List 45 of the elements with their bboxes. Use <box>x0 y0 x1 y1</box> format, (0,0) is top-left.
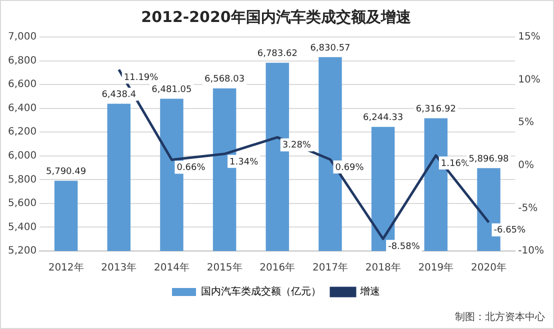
legend-label: 增速 <box>359 286 380 298</box>
data-label: 6,244.33 <box>363 113 404 124</box>
data-label: 6,830.57 <box>310 43 350 54</box>
data-label: -8.58% <box>388 242 420 252</box>
y2-tick-label: 15% <box>518 32 540 43</box>
y-tick-label: 7,000 <box>8 32 37 43</box>
y2-tick-label: -5% <box>518 202 538 214</box>
y-tick-label: 5,200 <box>8 246 37 257</box>
y-tick-label: 6,400 <box>8 102 37 114</box>
x-tick-label: 2016年 <box>260 262 296 274</box>
y2-tick-label: 5% <box>518 117 534 128</box>
x-tick-label: 2019年 <box>418 262 454 274</box>
y-tick-label: 6,600 <box>8 79 37 90</box>
x-tick-label: 2020年 <box>471 262 506 274</box>
y-tick-label: 6,800 <box>8 55 37 66</box>
data-label: 6,783.62 <box>257 49 298 60</box>
text: 制图：北方资本中心 <box>455 310 545 324</box>
data-label: 6,568.03 <box>204 74 245 85</box>
y-tick-label: 5,600 <box>8 198 37 210</box>
data-label: 5,790.49 <box>46 167 86 178</box>
data-label: 3.28% <box>282 140 312 151</box>
data-label: 0.69% <box>335 162 364 173</box>
data-label: 6,438.4 <box>102 90 136 100</box>
y-tick-label: 5,400 <box>8 222 37 233</box>
x-tick-label: 2014年 <box>154 262 190 274</box>
data-label: 6,481.05 <box>152 85 192 96</box>
y2-tick-label: 10% <box>518 74 540 86</box>
data-label: 1.34% <box>230 157 259 168</box>
y2-tick-label: -10% <box>518 246 544 257</box>
legend-label: 国内汽车类成交额（亿元） <box>201 286 321 298</box>
x-tick-label: 2015年 <box>206 262 242 274</box>
data-label: -6.65% <box>494 226 526 236</box>
y-tick-label: 5,800 <box>8 174 37 186</box>
x-tick-label: 2018年 <box>365 262 401 274</box>
x-tick-label: 2013年 <box>101 262 137 274</box>
data-label: 5,896.98 <box>468 154 510 164</box>
chart-title: 2012-2020年国内汽车类成交额及增速 <box>141 8 412 26</box>
y-tick-label: 6,000 <box>8 150 37 162</box>
y2-tick-label: 0% <box>518 160 534 171</box>
data-label: 6,316.92 <box>416 104 456 115</box>
data-label: 0.66% <box>176 163 206 174</box>
y-tick-label: 6,200 <box>8 126 37 138</box>
x-tick-label: 2012年 <box>48 262 84 274</box>
data-label: 11.19% <box>124 72 159 83</box>
x-tick-label: 2017年 <box>312 262 348 274</box>
